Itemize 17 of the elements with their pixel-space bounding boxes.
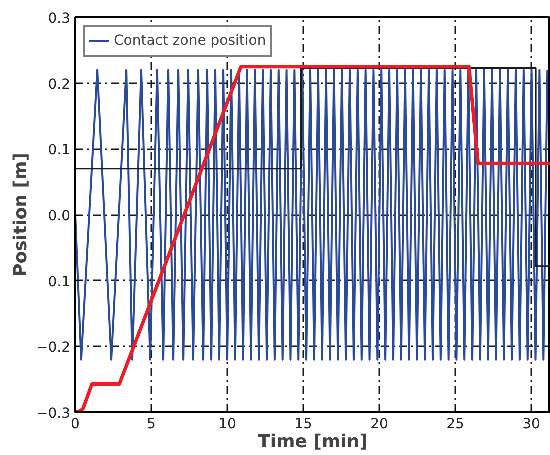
x-tick-label: 15 (294, 416, 312, 432)
y-tick-label: 0.1 (48, 274, 70, 290)
y-tick-label: 0.1 (48, 142, 70, 159)
y-axis-title: Position [m] (10, 153, 32, 277)
x-tick-label: 10 (218, 416, 236, 432)
x-tick-label: 20 (370, 416, 388, 432)
y-tick-label: 0.2 (48, 76, 70, 93)
x-tick-label: 30 (522, 416, 540, 432)
legend-label: Contact zone position (114, 33, 266, 49)
x-tick-label: 5 (147, 416, 156, 432)
y-tick-label: 0.0 (48, 208, 70, 224)
x-tick-label: 25 (446, 416, 464, 432)
y-tick-label: 0.3 (48, 11, 70, 27)
y-tick-label: −0.3 (36, 406, 71, 422)
x-tick-label: 0 (71, 416, 80, 432)
y-tick-label: −0.2 (36, 340, 71, 356)
x-axis-title: Time [min] (258, 432, 368, 452)
